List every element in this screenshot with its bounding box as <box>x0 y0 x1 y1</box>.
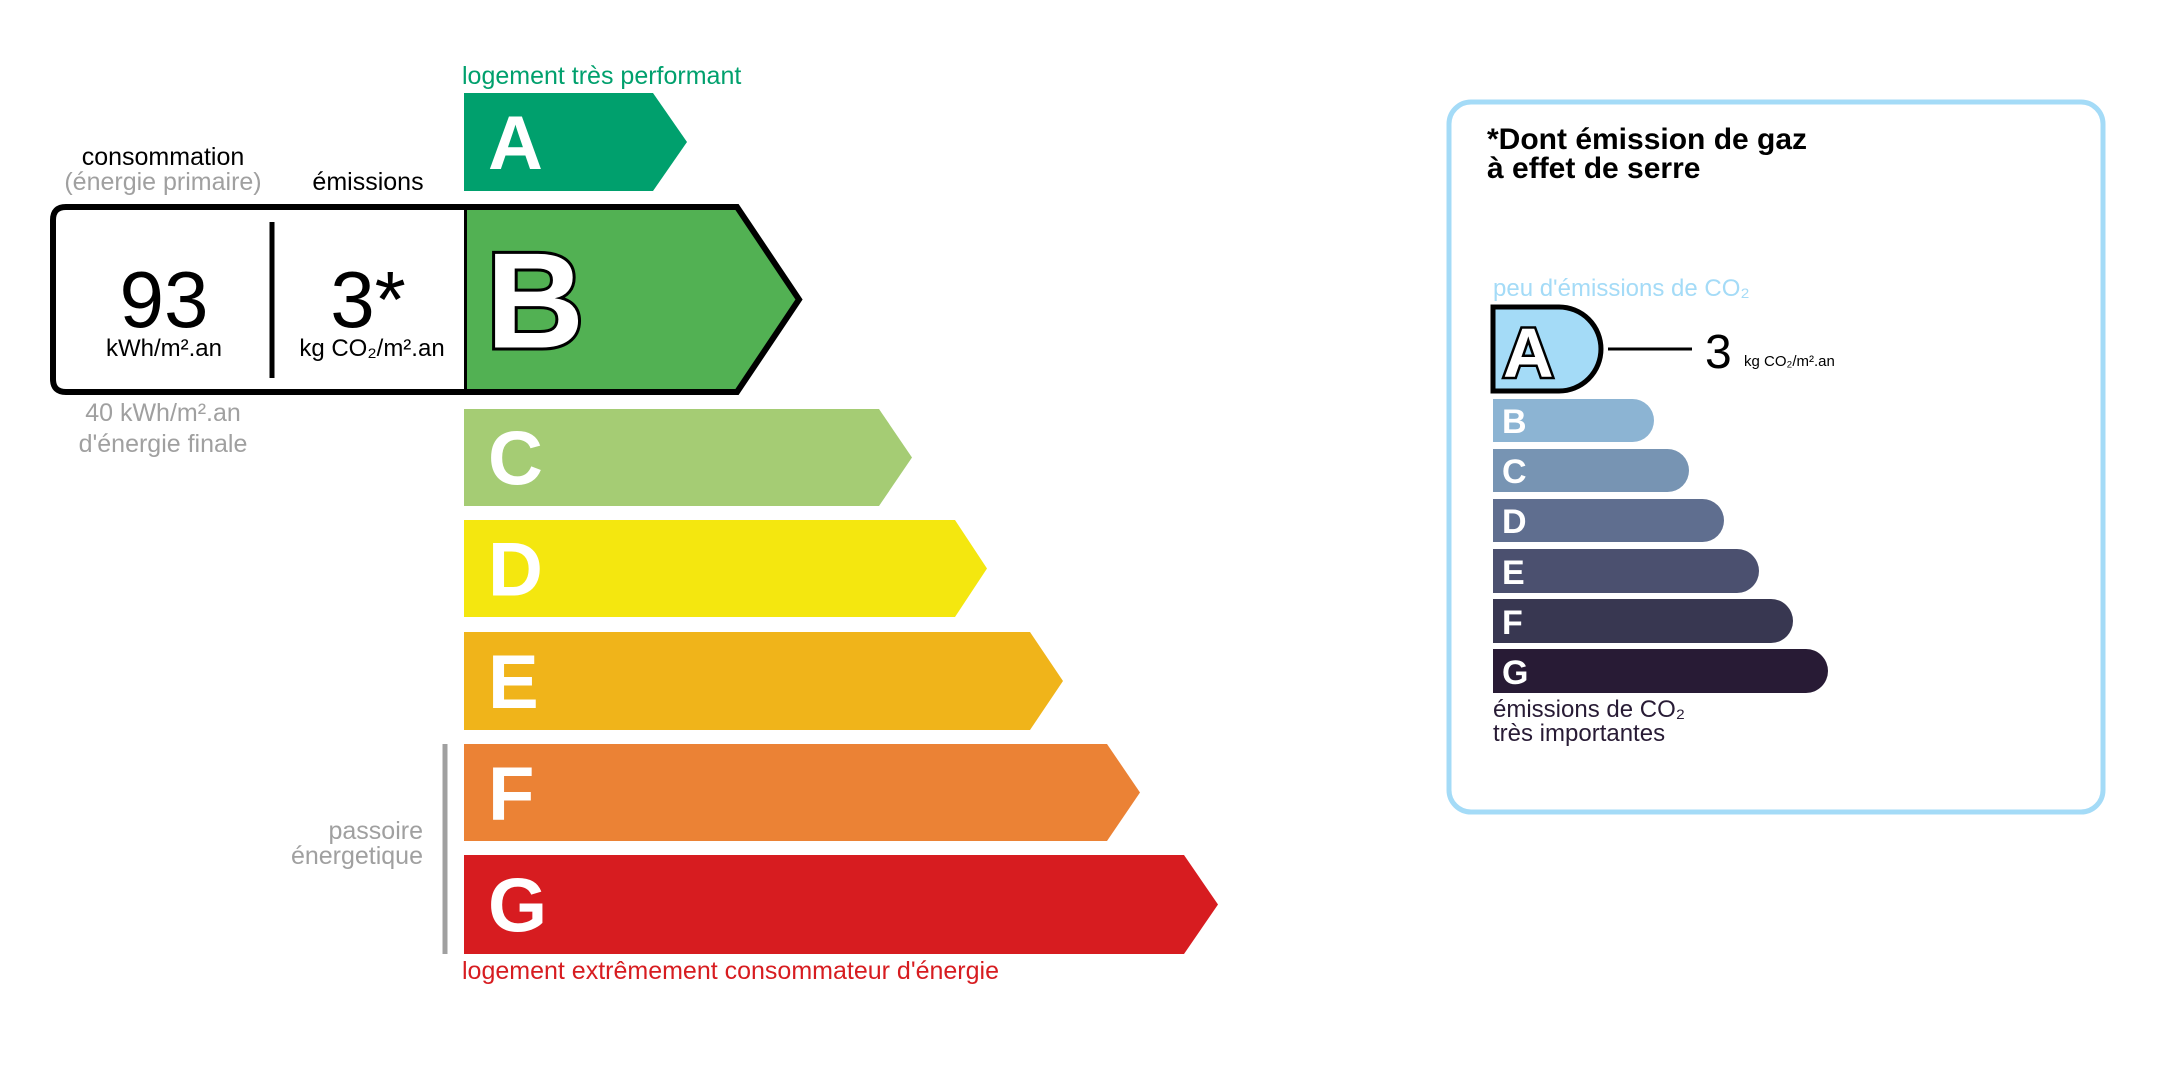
ges-bottom-label-line2: très importantes <box>1493 720 1665 747</box>
energy-letter: C <box>488 417 543 502</box>
ges-bar <box>1493 549 1759 593</box>
energy-class-e: E <box>464 632 1063 730</box>
emissions-unit: kg CO₂/m².an <box>299 335 444 362</box>
energy-class-d: D <box>464 520 987 617</box>
energy-bar <box>464 855 1218 954</box>
energy-class-c: C <box>464 409 912 506</box>
ges-top-label: peu d'émissions de CO₂ <box>1493 275 1750 302</box>
passoire-line1: passoire <box>329 817 424 845</box>
ges-class-b: B <box>1493 399 1654 442</box>
ges-letter: F <box>1502 604 1523 642</box>
passoire-line2: énergetique <box>291 842 423 870</box>
ges-title-line2: à effet de serre <box>1487 152 1700 185</box>
energy-letter: F <box>488 752 534 837</box>
ges-unit: kg CO₂/m².an <box>1744 353 1835 370</box>
ges-bar <box>1493 599 1793 643</box>
consumption-value: 93 <box>120 255 209 344</box>
consumption-unit: kWh/m².an <box>106 335 222 362</box>
ges-value: 3 <box>1705 326 1732 379</box>
energy-bar <box>464 409 912 506</box>
energy-bar <box>464 632 1063 730</box>
ges-letter: G <box>1502 654 1528 692</box>
consumption-title: consommation <box>82 143 245 171</box>
energy-bar <box>464 93 687 191</box>
energy-letter: E <box>488 640 539 725</box>
energy-letter: B <box>486 225 584 377</box>
energy-bottom-label: logement extrêmement consommateur d'éner… <box>462 957 999 985</box>
energy-top-label: logement très performant <box>462 62 741 90</box>
energy-class-a: A <box>464 93 687 191</box>
result-box-frame <box>50 204 464 395</box>
emissions-title: émissions <box>312 168 423 196</box>
ges-letter: D <box>1502 503 1527 541</box>
ges-letter: E <box>1502 554 1525 592</box>
ges-bar <box>1493 649 1828 693</box>
final-energy-line2: d'énergie finale <box>79 430 248 458</box>
ges-bar <box>1493 449 1689 492</box>
ges-class-f: F <box>1493 599 1793 643</box>
energy-letter: A <box>488 101 543 186</box>
energy-letter: G <box>488 864 547 949</box>
ges-class-a: A <box>1490 304 1604 395</box>
emissions-value: 3* <box>330 255 406 344</box>
ges-letter: B <box>1502 403 1527 441</box>
ges-bottom-label-line1: émissions de CO₂ <box>1493 696 1685 723</box>
energy-bar <box>464 744 1140 841</box>
ges-class-c: C <box>1493 449 1689 492</box>
ges-bar <box>1490 304 1604 394</box>
energy-class-b: B <box>461 204 803 395</box>
ges-class-g: G <box>1493 649 1828 693</box>
ges-letter: C <box>1502 453 1527 491</box>
energy-bar <box>464 520 987 617</box>
consumption-subtitle: (énergie primaire) <box>64 168 261 196</box>
ges-class-d: D <box>1493 499 1724 542</box>
energy-letter: D <box>488 528 543 613</box>
ges-title-line1: *Dont émission de gaz <box>1487 123 1807 156</box>
ges-letter: A <box>1503 314 1554 392</box>
energy-class-g: G <box>464 855 1218 954</box>
energy-class-f: F <box>464 744 1140 841</box>
final-energy-line1: 40 kWh/m².an <box>85 399 241 427</box>
ges-bar <box>1493 499 1724 542</box>
ges-class-e: E <box>1493 549 1759 593</box>
ges-bar <box>1493 399 1654 442</box>
